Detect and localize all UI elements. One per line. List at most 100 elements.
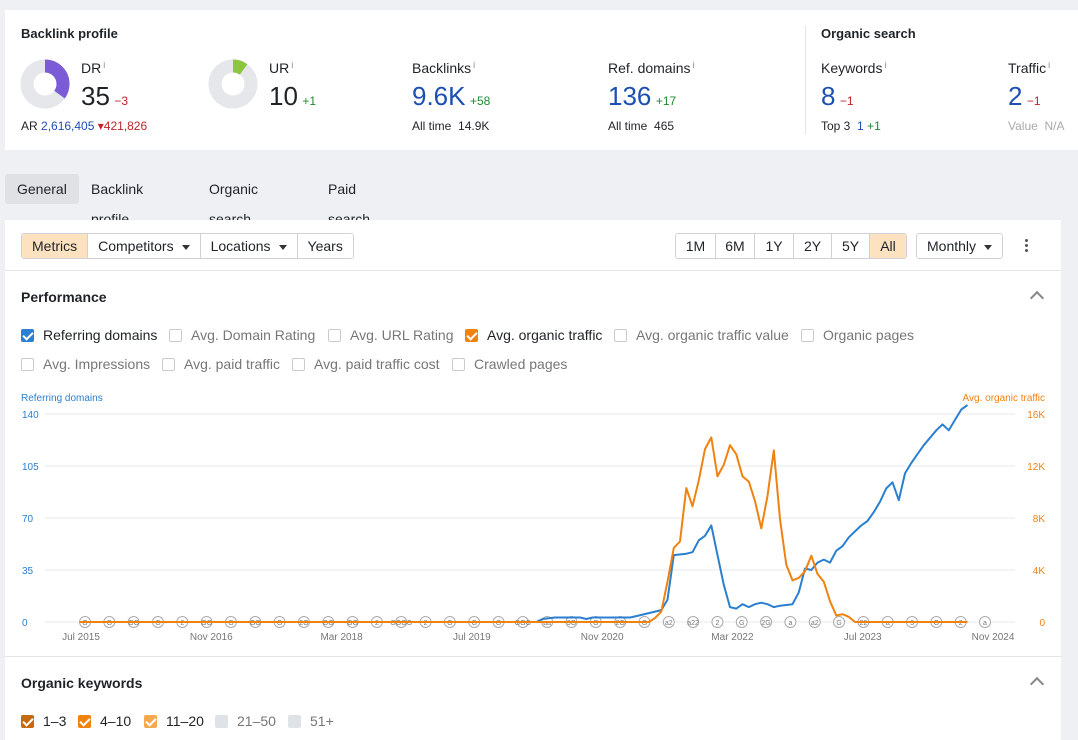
checkbox-box[interactable] (465, 328, 478, 342)
top3-value[interactable]: 1 (857, 119, 864, 133)
checkbox-box[interactable] (215, 714, 228, 728)
info-icon[interactable]: i (103, 60, 106, 70)
chevron-down-icon (984, 244, 993, 250)
checkbox-avg-domain-rating[interactable]: Avg. Domain Rating (169, 327, 315, 343)
tab-organic-search[interactable]: Organic search (209, 181, 259, 227)
info-icon[interactable]: i (473, 60, 476, 70)
annotation-label: G (934, 620, 939, 627)
annotation-label: G (471, 620, 476, 627)
checkbox-pos-21-50[interactable]: 21–50 (215, 713, 276, 729)
checkbox-pos-4-10[interactable]: 4–10 (78, 713, 131, 729)
checkbox-crawled-pages[interactable]: Crawled pages (452, 356, 567, 372)
checkbox-box[interactable] (288, 714, 301, 728)
more-options-icon[interactable] (1025, 239, 1029, 254)
interval-label: Monthly (927, 238, 977, 254)
checkbox-avg-impressions[interactable]: Avg. Impressions (21, 356, 150, 372)
value-value: N/A (1044, 119, 1065, 133)
checkbox-box[interactable] (144, 714, 157, 728)
traffic-metric[interactable]: Traffic i (1008, 60, 1050, 76)
ar-row: AR 2,616,405 ▾421,826 (21, 119, 147, 133)
checkbox-box[interactable] (328, 328, 341, 342)
tab-paid-search[interactable]: Paid search (328, 181, 371, 227)
chevron-down-icon (181, 244, 190, 250)
x-tick-label: Jul 2023 (844, 632, 882, 643)
checkbox-label: Avg. Domain Rating (191, 327, 316, 343)
backlink-profile-title: Backlink profile (21, 26, 118, 41)
checkbox-label: Avg. URL Rating (350, 327, 454, 343)
annotation-label: GGG (515, 620, 531, 627)
info-icon[interactable]: i (1048, 60, 1051, 70)
checkbox-pos-51-plus[interactable]: 51+ (288, 713, 334, 729)
info-icon[interactable]: i (692, 60, 695, 70)
collapse-icon[interactable] (1029, 676, 1045, 692)
range-2y-button[interactable]: 2Y (794, 234, 832, 258)
annotation-label: 2G (615, 620, 624, 627)
checkbox-box[interactable] (801, 328, 814, 342)
range-6m-button[interactable]: 6M (716, 234, 755, 258)
info-icon[interactable]: i (291, 60, 294, 70)
ref-domains-metric[interactable]: Ref. domains i (608, 60, 694, 76)
checkbox-label: 11–20 (166, 713, 204, 729)
checkbox-box[interactable] (452, 357, 465, 371)
range-1m-button[interactable]: 1M (676, 234, 716, 258)
dr-donut (20, 59, 70, 109)
checkbox-box[interactable] (21, 714, 34, 728)
tab-backlink-profile[interactable]: Backlink profile (91, 181, 144, 227)
traffic-value-row: 2 −1 (1008, 81, 1041, 112)
backlinks-value[interactable]: 9.6K (412, 81, 466, 111)
checkbox-box[interactable] (162, 357, 175, 371)
left-tick-label: 140 (22, 410, 39, 421)
annotation-marker (808, 616, 821, 628)
performance-chart[interactable]: Referring domains Avg. organic traffic 0 0 3… (5, 380, 1061, 645)
keywords-value[interactable]: 8 (821, 81, 836, 111)
dr-metric[interactable]: DR i (81, 60, 105, 76)
tab-general[interactable]: General (5, 174, 79, 204)
checkbox-avg-url-rating[interactable]: Avg. URL Rating (328, 327, 454, 343)
traffic-value[interactable]: 2 (1008, 81, 1023, 111)
checkbox-avg-paid-traffic-cost[interactable]: Avg. paid traffic cost (292, 356, 440, 372)
checkbox-box[interactable] (614, 328, 627, 342)
backlinks-alltime: All time 14.9K (412, 119, 489, 133)
info-icon[interactable]: i (884, 60, 887, 70)
range-5y-button[interactable]: 5Y (832, 234, 870, 258)
metrics-button[interactable]: Metrics (22, 234, 89, 258)
checkbox-avg-paid-traffic[interactable]: Avg. paid traffic (162, 356, 280, 372)
checkbox-avg-organic-traffic-value[interactable]: Avg. organic traffic value (614, 327, 789, 343)
ur-metric[interactable]: UR i (269, 60, 293, 76)
checkbox-box[interactable] (169, 328, 182, 342)
x-tick-label: Nov 2016 (190, 632, 233, 643)
ref-domains-value[interactable]: 136 (608, 81, 652, 111)
years-button[interactable]: Years (297, 234, 353, 258)
value-label: Value (1008, 119, 1038, 133)
dr-value-row: 35 −3 (81, 81, 128, 112)
annotation-label: 22 (859, 620, 867, 627)
interval-dropdown[interactable]: Monthly (916, 233, 1004, 259)
ar-value[interactable]: 2,616,405 (41, 119, 95, 133)
backlinks-change: +58 (469, 94, 491, 108)
backlinks-metric[interactable]: Backlinks i (412, 60, 475, 76)
checkbox-referring-domains[interactable]: Referring domains (21, 327, 157, 343)
checkbox-box[interactable] (78, 714, 91, 728)
annotation-label: G (277, 620, 282, 627)
checkbox-box[interactable] (21, 357, 34, 371)
annotation-label: G (447, 620, 452, 627)
range-all-button[interactable]: All (870, 234, 906, 258)
checkbox-pos-11-20[interactable]: 11–20 (144, 713, 204, 729)
right-tick-label: 12K (1027, 462, 1045, 473)
keywords-metric[interactable]: Keywords i (821, 60, 886, 76)
checkbox-pos-1-3[interactable]: 1–3 (21, 713, 66, 729)
x-tick-label: Mar 2022 (711, 632, 754, 643)
collapse-icon[interactable] (1029, 290, 1045, 306)
annotation-label: G (496, 620, 501, 627)
competitors-dropdown[interactable]: Competitors (88, 234, 201, 258)
x-tick-label: Jul 2019 (453, 632, 491, 643)
organic-keywords-title: Organic keywords (21, 675, 143, 691)
interval-select[interactable]: Monthly (917, 234, 1003, 258)
backlinks-value-row: 9.6K +58 (412, 81, 490, 112)
checkbox-avg-organic-traffic[interactable]: Avg. organic traffic (465, 327, 602, 343)
range-1y-button[interactable]: 1Y (755, 234, 794, 258)
locations-dropdown[interactable]: Locations (200, 234, 298, 258)
checkbox-box[interactable] (21, 328, 34, 342)
checkbox-box[interactable] (292, 357, 305, 371)
checkbox-organic-pages[interactable]: Organic pages (801, 327, 914, 343)
